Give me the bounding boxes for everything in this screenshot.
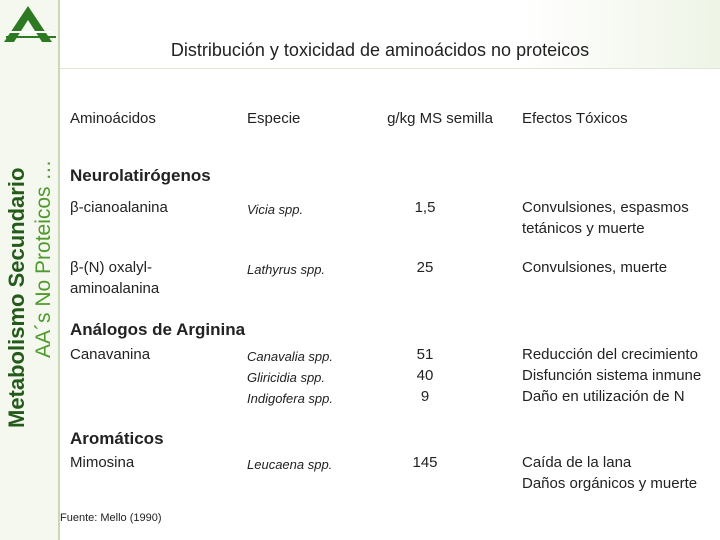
amount: 25 (416, 259, 434, 276)
sidebar: Metabolismo Secundario AA´s No Proteicos… (0, 0, 60, 540)
aminoacid: β-cianoalanina (70, 199, 168, 216)
species: Vicia spp. (247, 202, 304, 217)
column-header: g/kg MS semilla (387, 110, 493, 127)
species: Lathyrus spp. (247, 262, 326, 277)
group-label: Neurolatirógenos (70, 166, 211, 185)
amount: 145 (412, 454, 438, 471)
slide-title: Distribución y toxicidad de aminoácidos … (170, 40, 590, 60)
column-header: Especie (247, 110, 301, 127)
amount: 9 (420, 388, 430, 405)
effect: Disfunción sistema inmune (522, 367, 702, 384)
species: Leucaena spp. (247, 457, 333, 472)
column-header: Efectos Tóxicos (522, 110, 628, 127)
amount: 51 (416, 346, 434, 363)
group-label: Aromáticos (70, 429, 164, 448)
effect: Convulsiones, espasmos tetánicos y muert… (522, 199, 689, 237)
effect: Daños orgánicos y muerte (522, 475, 698, 492)
header-band (60, 0, 720, 69)
effect: Caída de la lana (522, 454, 632, 471)
source: Fuente: Mello (1990) (60, 512, 162, 524)
effect: Reducción del crecimiento (522, 346, 698, 363)
effect: Daño en utilización de N (522, 388, 685, 405)
logo (4, 6, 56, 42)
sidebar-title: Metabolismo Secundario (4, 167, 29, 428)
effect: Convulsiones, muerte (522, 259, 668, 276)
aminoacid: Mimosina (70, 454, 135, 471)
amount: 1,5 (414, 199, 436, 216)
species: Indigofera spp. (247, 391, 334, 406)
species: Gliricidia spp. (247, 370, 326, 385)
group-label: Análogos de Arginina (70, 320, 246, 339)
aminoacid: Canavanina (70, 346, 151, 363)
sidebar-subtitle: AA´s No Proteicos … (32, 159, 55, 358)
column-header: Aminoácidos (70, 110, 156, 127)
aminoacid: β-(N) oxalyl-aminoalanina (70, 259, 160, 297)
amount: 40 (416, 367, 434, 384)
species: Canavalia spp. (247, 349, 333, 364)
